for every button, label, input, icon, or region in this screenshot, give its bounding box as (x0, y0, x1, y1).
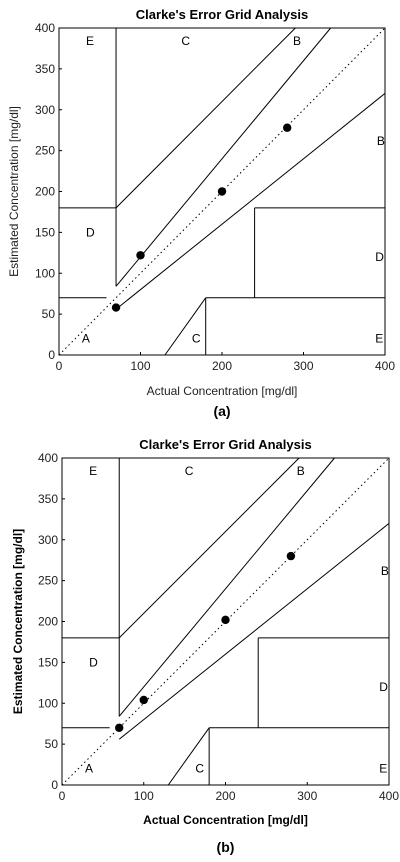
chart-title: Clarke's Error Grid Analysis (136, 7, 308, 22)
y-tick-label: 350 (35, 62, 55, 76)
data-point (221, 615, 230, 625)
y-tick-label: 100 (35, 266, 55, 280)
zone-boundary-line (115, 27, 332, 287)
x-tick-label: 200 (215, 789, 235, 803)
figure-caption: (b) (217, 839, 235, 855)
chart-panel-b: Clarke's Error Grid Analysis A B B C C D D E E 0 10… (11, 437, 399, 855)
y-tick-label: 200 (38, 615, 58, 629)
y-tick-label: 0 (51, 778, 58, 792)
zone-boundary-line (118, 457, 335, 717)
y-axis-label: Estimated Concentration [mg/dl] (7, 106, 21, 277)
y-tick-label: 350 (38, 492, 58, 506)
y-tick-label: 300 (38, 533, 58, 547)
zone-label-e: E (375, 332, 383, 346)
y-tick-label: 50 (45, 737, 59, 751)
data-point (283, 123, 292, 132)
zone-label-e: E (379, 762, 387, 776)
data-point (217, 187, 227, 196)
zone-label-d: D (89, 655, 98, 669)
zone-label-c: C (192, 332, 201, 346)
x-tick-label: 0 (59, 789, 66, 803)
y-tick-label: 400 (35, 21, 55, 35)
x-tick-label: 100 (130, 359, 150, 373)
y-tick-label: 100 (38, 696, 58, 710)
y-tick-label: 50 (42, 307, 56, 321)
y-tick-label: 200 (35, 185, 55, 199)
zone-label-b: B (377, 134, 385, 148)
zone-label-b: B (381, 564, 389, 578)
x-tick-label: 300 (293, 359, 313, 373)
data-point (286, 551, 296, 561)
zone-boundary-line (118, 523, 390, 740)
x-tick-label: 400 (375, 359, 395, 373)
zone-label-b: B (293, 34, 301, 48)
zone-label-d: D (375, 250, 384, 264)
chart-panel-a: Clarke's Error Grid Analysis A B B C C D D E E 0 10… (7, 7, 395, 419)
x-tick-label: 300 (297, 789, 317, 803)
zone-label-d: D (379, 680, 388, 694)
y-tick-label: 150 (35, 225, 55, 239)
zone-label-b: B (297, 464, 305, 478)
y-tick-label: 250 (35, 144, 55, 158)
x-axis-label: Actual Concentration [mg/dl] (143, 813, 308, 827)
x-axis-label: Actual Concentration [mg/dl] (147, 384, 298, 398)
y-tick-label: 300 (35, 103, 55, 117)
y-tick-label: 0 (48, 348, 55, 362)
zone-boundary-line (118, 457, 300, 639)
x-tick-label: 400 (379, 789, 399, 803)
zone-boundary-line (115, 27, 296, 209)
y-axis-label: Estimated Concentration [mg/dl] (11, 529, 25, 714)
zone-label-e: E (89, 464, 97, 478)
zone-label-c: C (185, 464, 194, 478)
zone-label-d: D (86, 225, 95, 239)
x-tick-label: 200 (212, 359, 232, 373)
chart-title: Clarke's Error Grid Analysis (139, 437, 311, 452)
data-point (111, 303, 121, 312)
data-point (139, 695, 148, 705)
x-tick-label: 0 (56, 359, 63, 373)
zone-label-c: C (181, 34, 190, 48)
y-tick-label: 400 (38, 451, 58, 465)
data-point (115, 723, 124, 732)
y-tick-label: 250 (38, 574, 58, 588)
figure-caption: (a) (213, 403, 230, 419)
data-point (136, 251, 145, 260)
zone-label-a: A (85, 762, 93, 776)
zone-boundary-line (115, 93, 386, 310)
y-tick-label: 150 (38, 655, 58, 669)
zone-label-e: E (86, 34, 94, 48)
zone-boundary-line (167, 727, 210, 786)
zone-label-c: C (195, 762, 204, 776)
x-tick-label: 100 (134, 789, 154, 803)
zone-boundary-line (164, 297, 207, 356)
zone-label-a: A (82, 332, 90, 346)
